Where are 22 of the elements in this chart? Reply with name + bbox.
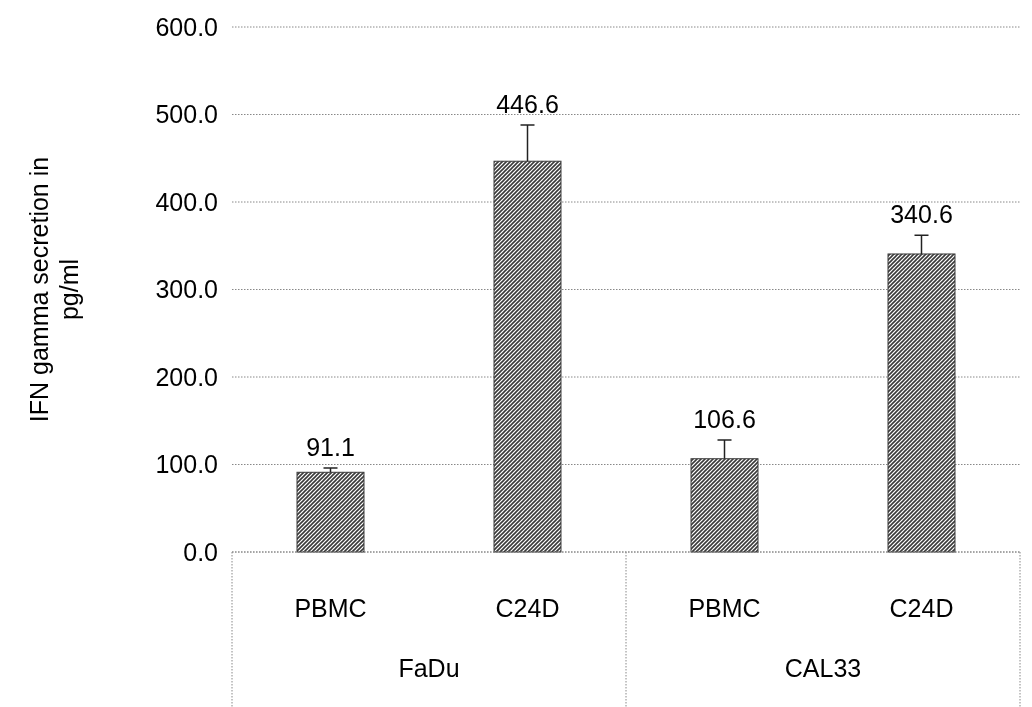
bar: [690, 458, 759, 553]
text: CAL33: [784, 654, 862, 682]
data-label: 106.6: [693, 405, 756, 433]
bar: [493, 160, 562, 553]
y-tick-label: 500.0: [155, 100, 218, 128]
y-axis-title: IFN gamma secretion in pg/ml: [25, 156, 83, 423]
y-tick-label: 400.0: [155, 187, 218, 216]
data-label: 446.6: [496, 90, 559, 118]
text: FaDu: [398, 654, 460, 682]
x-tick-label: C24D: [889, 594, 954, 622]
y-tick-label: 0.0: [183, 537, 218, 566]
bar: [296, 471, 365, 553]
x-tick-label: PBMC: [688, 594, 761, 622]
data-label: 340.6: [890, 200, 953, 229]
y-tick-label: 100.0: [155, 450, 218, 478]
y-tick-label: 300.0: [155, 275, 218, 303]
bar: [887, 253, 956, 553]
data-label: 91.1: [306, 433, 355, 461]
x-tick-label: C24D: [495, 594, 560, 622]
y-tick-label: 200.0: [155, 362, 218, 391]
x-tick-label: PBMC: [294, 594, 367, 622]
y-tick-label: 600.0: [155, 12, 218, 41]
